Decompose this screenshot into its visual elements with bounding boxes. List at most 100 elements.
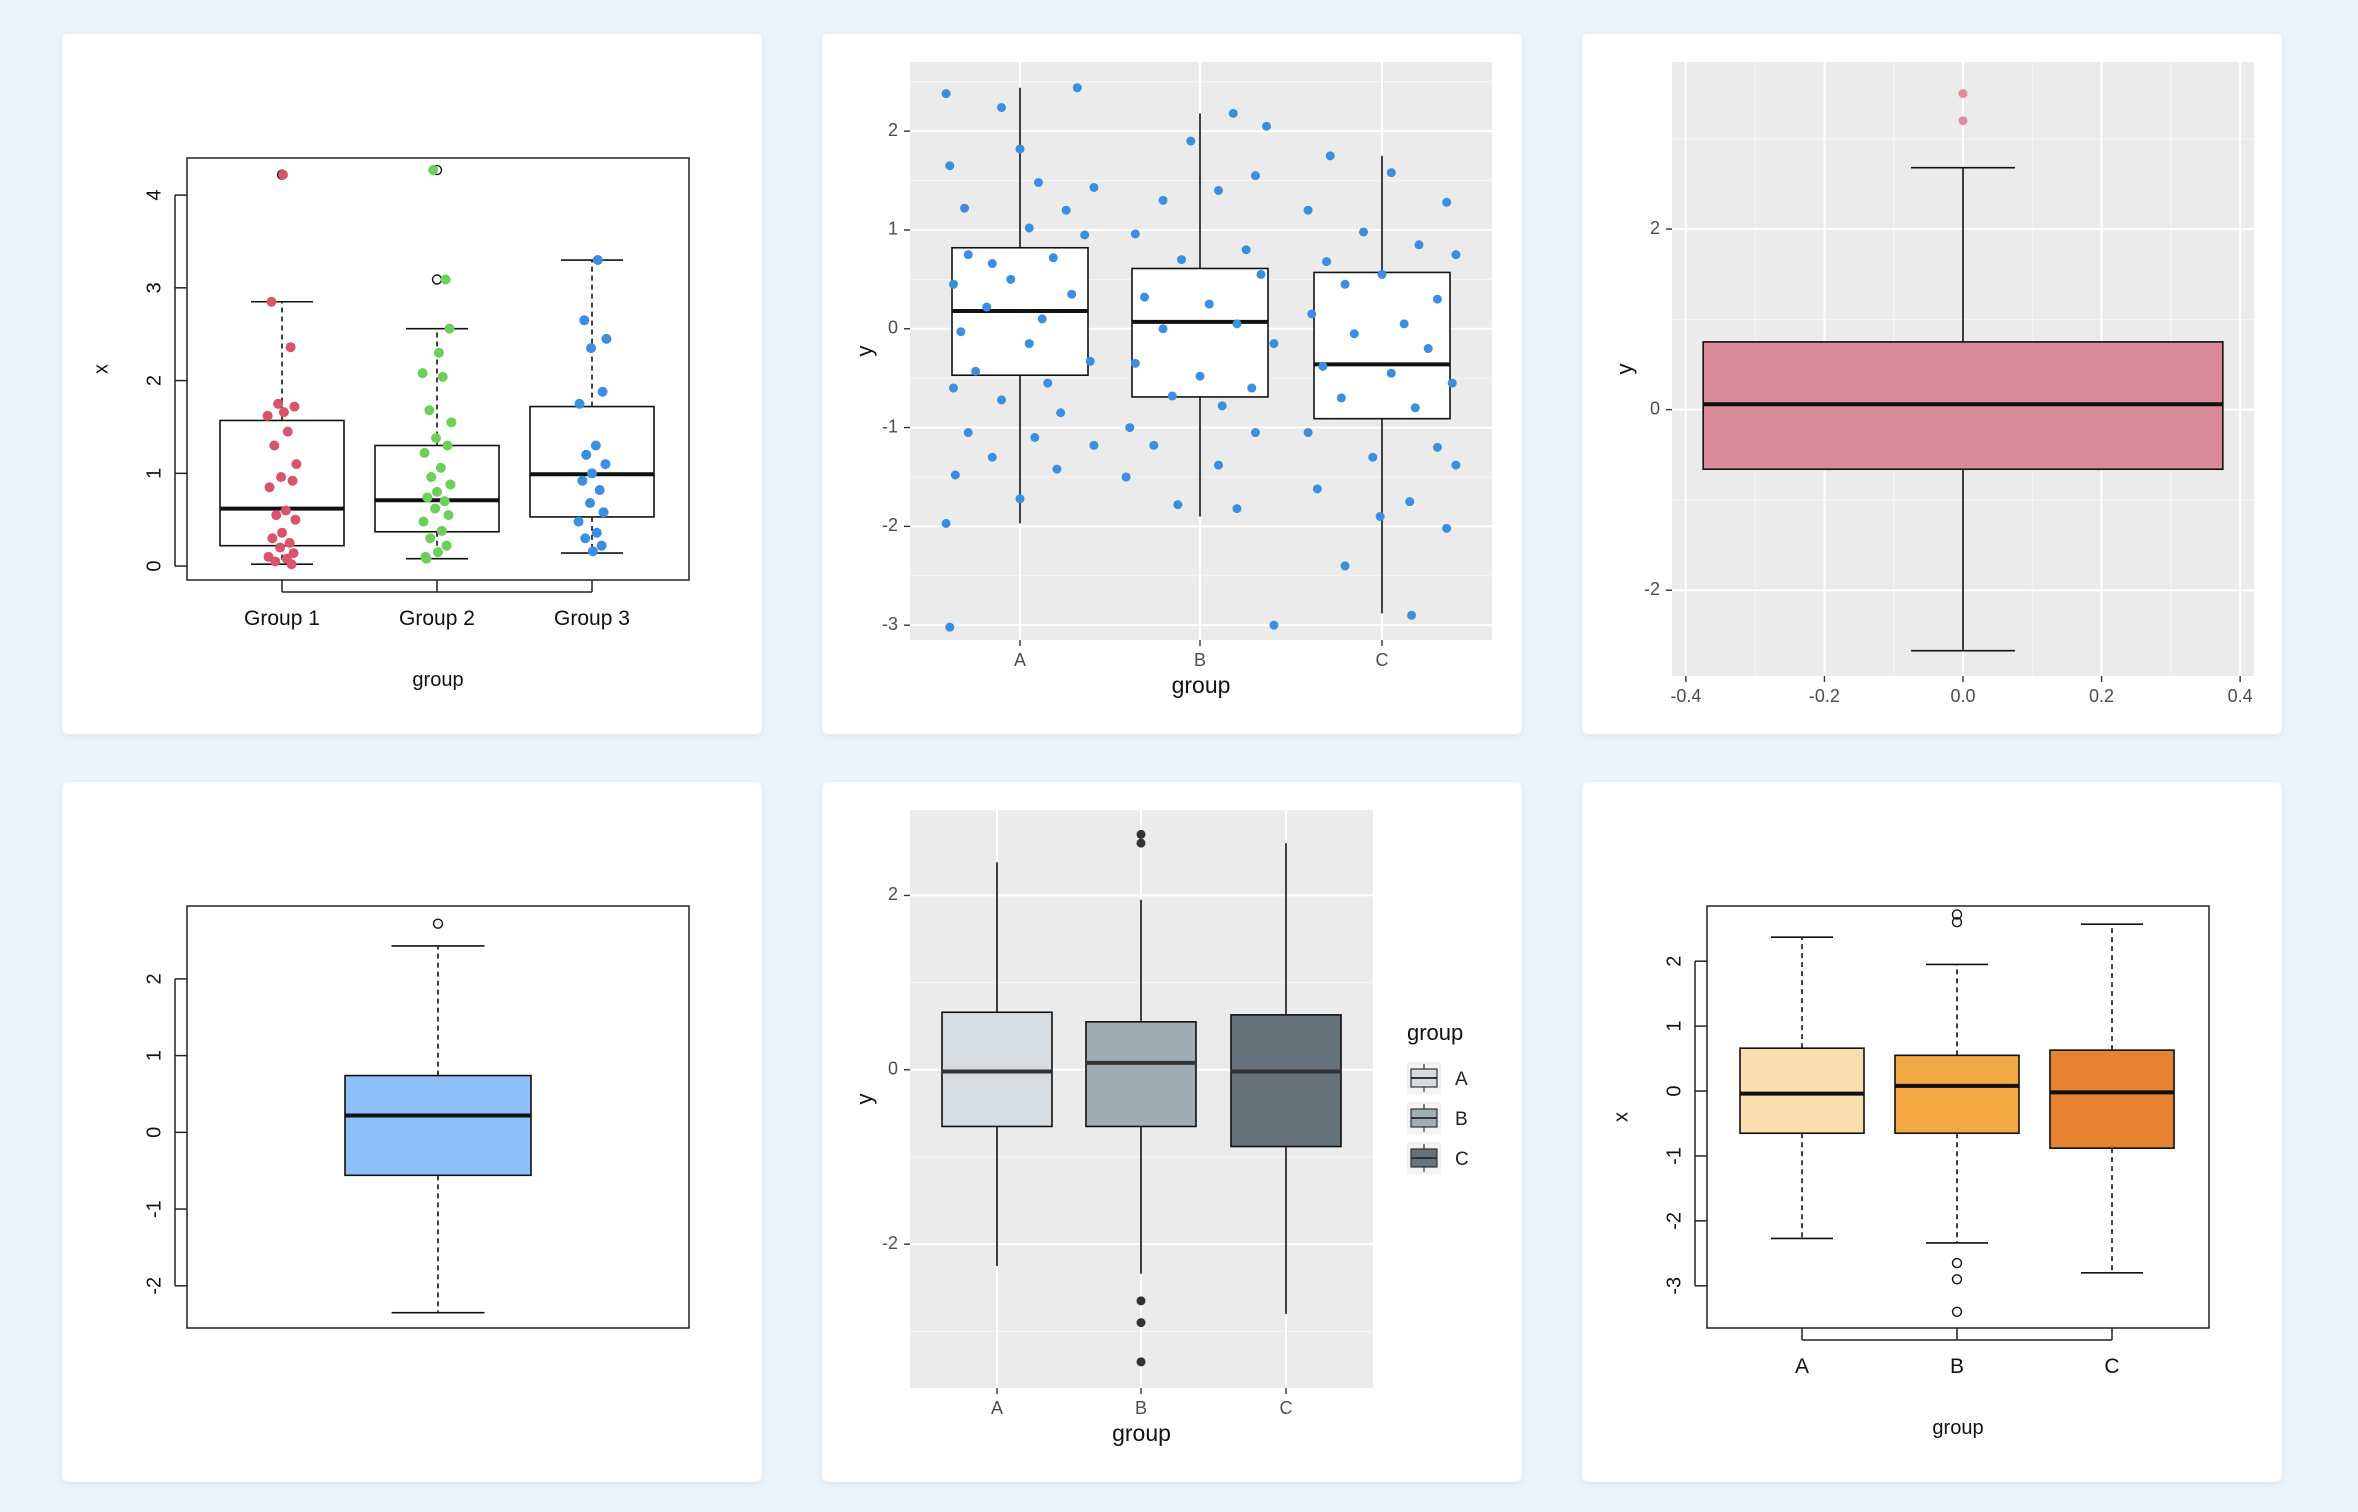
y-tick-label: 1: [1663, 1021, 1685, 1032]
outlier-point: [1136, 1318, 1146, 1328]
jitter-point: [1056, 408, 1066, 418]
legend-label: B: [1455, 1109, 1468, 1130]
jitter-point: [587, 468, 597, 479]
jitter-point: [987, 452, 997, 462]
jitter-point: [291, 459, 302, 470]
jitter-point: [442, 440, 453, 451]
x-tick-label: 0.2: [2089, 686, 2114, 706]
jitter-point: [1024, 339, 1034, 349]
x-tick-label: B: [1950, 1355, 1964, 1378]
jitter-point: [439, 496, 450, 507]
x-axis-title: group: [1112, 1420, 1171, 1446]
jitter-point: [267, 533, 278, 544]
box-single: [344, 1074, 532, 1177]
jitter-point: [1325, 151, 1335, 161]
x-tick-label: C: [1376, 650, 1389, 670]
jitter-point: [271, 510, 282, 521]
jitter-point: [1269, 339, 1279, 349]
jitter-point: [1140, 292, 1150, 302]
y-tick-label: -3: [1663, 1277, 1685, 1295]
outlier-point: [1951, 917, 1963, 928]
y-tick-label: -2: [143, 1277, 165, 1295]
jitter-point: [1085, 356, 1095, 366]
jitter-point: [579, 315, 590, 326]
y-tick-label: 3: [143, 282, 165, 293]
jitter-point: [950, 470, 960, 480]
jitter-point: [577, 475, 588, 486]
jitter-point: [956, 327, 966, 337]
y-tick-label: 0: [1663, 1085, 1685, 1096]
jitter-point: [1030, 432, 1040, 442]
jitter-point: [598, 507, 609, 518]
y-axis-title: y: [1612, 364, 1637, 375]
chart-card-3: -2 0 2 -0.4 -0.2 0.0 0.2 0.4 y: [1582, 34, 2282, 734]
x-tick-label: -0.2: [1809, 686, 1840, 706]
jitter-point: [574, 398, 585, 409]
y-axis-title: x: [1610, 1112, 1632, 1122]
legend-title: group: [1407, 1020, 1463, 1045]
jitter-point: [270, 556, 281, 567]
y-tick-label: 1: [143, 1050, 165, 1061]
jitter-point: [1322, 257, 1332, 267]
jitter-point: [1080, 230, 1090, 240]
jitter-point: [1432, 442, 1442, 452]
jitter-point: [1130, 358, 1140, 368]
jitter-point: [277, 169, 288, 180]
chart-card-1: 0 1 2 3 4 Group 1 Group 2 Group 3 group x: [62, 34, 762, 734]
jitter-point: [1340, 561, 1350, 571]
ggplot-single-boxplot: -2 0 2 -0.4 -0.2 0.0 0.2 0.4 y: [1612, 62, 2254, 706]
y-axis-title: x: [90, 364, 112, 374]
y-tick-label: 0: [888, 318, 898, 338]
jitter-point: [418, 516, 429, 527]
x-tick-label: -0.4: [1670, 686, 1701, 706]
x-tick-label: 0.0: [1950, 686, 1975, 706]
jitter-point: [581, 449, 592, 460]
y-axis-title: y: [852, 1094, 877, 1105]
jitter-point: [945, 622, 955, 632]
jitter-point: [1033, 178, 1043, 188]
jitter-point: [428, 165, 439, 176]
jitter-point: [1232, 319, 1242, 329]
legend-label: C: [1455, 1149, 1469, 1170]
y-tick-label: 2: [143, 973, 165, 984]
jitter-point: [1089, 182, 1099, 192]
y-tick-label: -3: [882, 614, 898, 634]
jitter-point: [594, 485, 605, 496]
jitter-point: [1158, 324, 1168, 334]
jitter-point: [1407, 610, 1417, 620]
jitter-point: [1386, 368, 1396, 378]
x-axis-title: group: [1172, 672, 1231, 698]
box-A: [1739, 1047, 1865, 1135]
jitter-point: [276, 472, 287, 483]
jitter-point: [585, 498, 596, 509]
outlier-point: [1136, 838, 1146, 848]
x-tick-label: C: [1280, 1398, 1293, 1418]
jitter-point: [586, 343, 597, 354]
jitter-point: [421, 553, 432, 564]
y-tick-label: -2: [1644, 579, 1660, 599]
y-tick-label: 0: [1650, 398, 1660, 418]
jitter-point: [1447, 378, 1457, 388]
jitter-point: [1303, 205, 1313, 215]
outlier-point: [1951, 1257, 1963, 1269]
jitter-point: [1089, 440, 1099, 450]
y-tick-label: -1: [143, 1200, 165, 1218]
jitter-point: [971, 366, 981, 376]
y-tick-label: 1: [888, 219, 898, 239]
jitter-point: [432, 486, 442, 497]
x-axis-title: group: [412, 669, 463, 691]
jitter-point: [262, 410, 273, 421]
jitter-point: [1250, 171, 1260, 181]
jitter-point: [1217, 401, 1227, 411]
y-tick-label: 2: [1650, 218, 1660, 238]
jitter-point: [1340, 279, 1350, 289]
jitter-point: [441, 540, 452, 551]
jitter-point: [1262, 121, 1272, 131]
y-tick-label: 2: [143, 375, 165, 386]
outlier-point: [1951, 909, 1963, 920]
outlier-point: [1136, 1357, 1146, 1367]
jitter-point: [1048, 253, 1058, 263]
